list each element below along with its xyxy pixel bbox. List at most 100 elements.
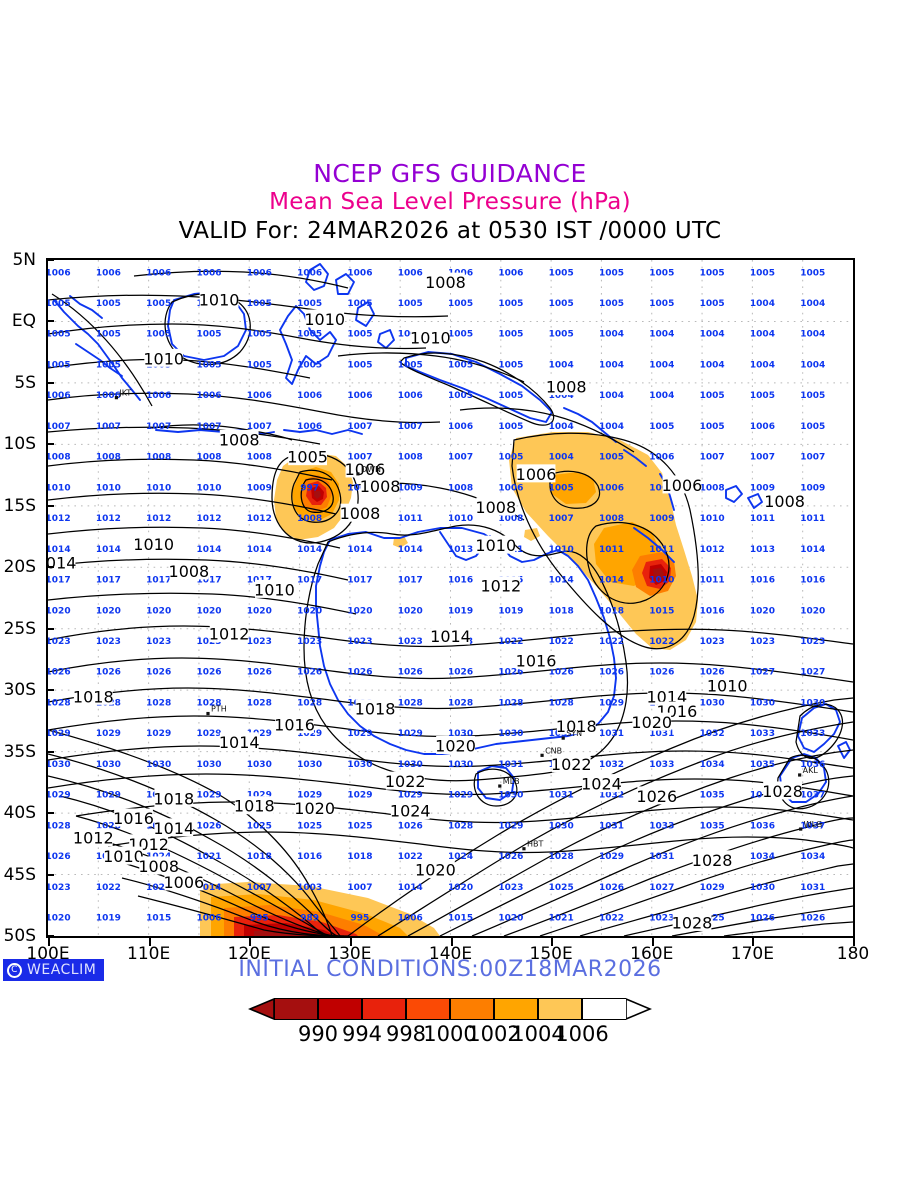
latitude-axis: 5N EQ 5S 10S 15S 20S 25S 30S 35S 40S 45S 50S [0,250,44,946]
svg-text:1028: 1028 [146,698,171,708]
svg-text:1033: 1033 [649,760,674,770]
svg-text:1009: 1009 [750,483,775,493]
svg-text:1020: 1020 [435,736,476,755]
svg-text:1027: 1027 [750,668,775,678]
lat-tick-label: 10S [3,434,36,455]
lon-tick-mark [853,938,855,946]
svg-text:1026: 1026 [297,668,322,678]
svg-text:1037: 1037 [750,791,775,801]
svg-text:1005: 1005 [448,360,473,370]
svg-text:1010: 1010 [133,535,174,554]
svg-text:1018: 1018 [247,852,272,862]
svg-text:1009: 1009 [649,514,674,524]
svg-text:1030: 1030 [700,698,725,708]
svg-text:1028: 1028 [498,698,523,708]
svg-text:1026: 1026 [196,668,221,678]
svg-text:1005: 1005 [700,391,725,401]
svg-text:1031: 1031 [599,821,624,831]
svg-text:1006: 1006 [662,476,703,495]
svg-text:1029: 1029 [196,791,221,801]
svg-text:1012: 1012 [247,514,272,524]
svg-text:PTH: PTH [211,705,227,714]
svg-text:1005: 1005 [146,299,171,309]
svg-text:1024: 1024 [448,852,473,862]
lon-tick-label: 160E [630,944,674,964]
svg-text:1018: 1018 [599,606,624,616]
svg-text:1005: 1005 [398,360,423,370]
lat-tick-label: 5N [12,250,36,270]
svg-text:1005: 1005 [700,422,725,432]
lon-tick-label: 150E [529,944,573,964]
svg-text:1023: 1023 [347,637,372,647]
svg-text:1028: 1028 [96,821,121,831]
svg-text:1025: 1025 [297,821,322,831]
svg-text:1009: 1009 [398,483,423,493]
svg-text:1022: 1022 [649,637,674,647]
svg-text:1012: 1012 [209,625,250,644]
colorbar-tick-label: 1004 [511,1022,565,1046]
svg-text:1008: 1008 [498,514,523,524]
svg-text:1020: 1020 [415,861,456,880]
svg-text:1029: 1029 [247,729,272,739]
lon-tick-label: 120E [227,944,271,964]
city-labels: JKT DWN PTH MLB SYN CNB HBT AKL WLG [114,389,823,851]
colorbar-cell [406,998,450,1020]
lon-tick-mark [148,938,151,946]
svg-text:1027: 1027 [800,668,825,678]
svg-text:1005: 1005 [649,422,674,432]
svg-text:1005: 1005 [247,360,272,370]
lat-tick-mark [46,504,54,507]
svg-text:1025: 1025 [347,821,372,831]
svg-text:1006: 1006 [347,391,372,401]
colorbar[interactable]: 990 994 998 1000 1002 1004 1006 [0,998,900,1050]
svg-text:1004: 1004 [800,330,825,340]
svg-text:1005: 1005 [96,299,121,309]
svg-text:1005: 1005 [287,448,328,467]
svg-text:1005: 1005 [498,330,523,340]
svg-text:1022: 1022 [599,637,624,647]
svg-text:1005: 1005 [398,330,423,340]
svg-text:1005: 1005 [549,483,574,493]
map-plot-area[interactable]: 1006 1006 1006 1006 1006 1006 1006 1006 1006 1006… [46,258,855,938]
svg-text:1020: 1020 [146,883,171,893]
weaclim-logo[interactable]: C WEACLIM [3,959,105,981]
svg-text:1023: 1023 [700,637,725,647]
svg-text:1030: 1030 [750,698,775,708]
svg-text:1023: 1023 [800,637,825,647]
svg-text:1010: 1010 [48,483,71,493]
svg-text:1023: 1023 [498,883,523,893]
svg-text:1004: 1004 [549,453,574,463]
svg-text:1017: 1017 [96,576,121,586]
svg-text:1014: 1014 [196,545,221,555]
svg-text:1016: 1016 [448,576,473,586]
svg-text:1020: 1020 [294,799,335,818]
svg-text:1018: 1018 [556,717,597,736]
svg-text:WLG: WLG [804,820,823,829]
lat-tick-label: 35S [3,741,36,762]
lat-tick-label: 20S [3,557,36,578]
svg-text:1006: 1006 [247,268,272,278]
weaclim-logo-text: WEACLIM [27,962,97,978]
svg-text:1012: 1012 [48,514,71,524]
svg-text:1012: 1012 [96,514,121,524]
svg-text:1006: 1006 [196,268,221,278]
svg-text:1022: 1022 [398,852,423,862]
svg-text:1005: 1005 [498,422,523,432]
model-title: NCEP GFS GUIDANCE [313,159,587,188]
svg-text:1004: 1004 [549,422,574,432]
svg-text:1026: 1026 [347,668,372,678]
svg-text:1029: 1029 [96,729,121,739]
svg-text:1005: 1005 [347,330,372,340]
lon-tick-label: 170E [730,944,774,964]
svg-text:1004: 1004 [750,299,775,309]
svg-text:997: 997 [300,483,319,493]
svg-text:1010: 1010 [143,349,184,368]
svg-text:1030: 1030 [196,760,221,770]
svg-text:1016: 1016 [750,576,775,586]
colorbar-tick-label: 998 [385,1022,427,1046]
lat-tick-mark [46,689,54,692]
svg-text:1015: 1015 [448,914,473,924]
svg-text:1016: 1016 [516,652,557,671]
svg-text:1034: 1034 [700,760,725,770]
